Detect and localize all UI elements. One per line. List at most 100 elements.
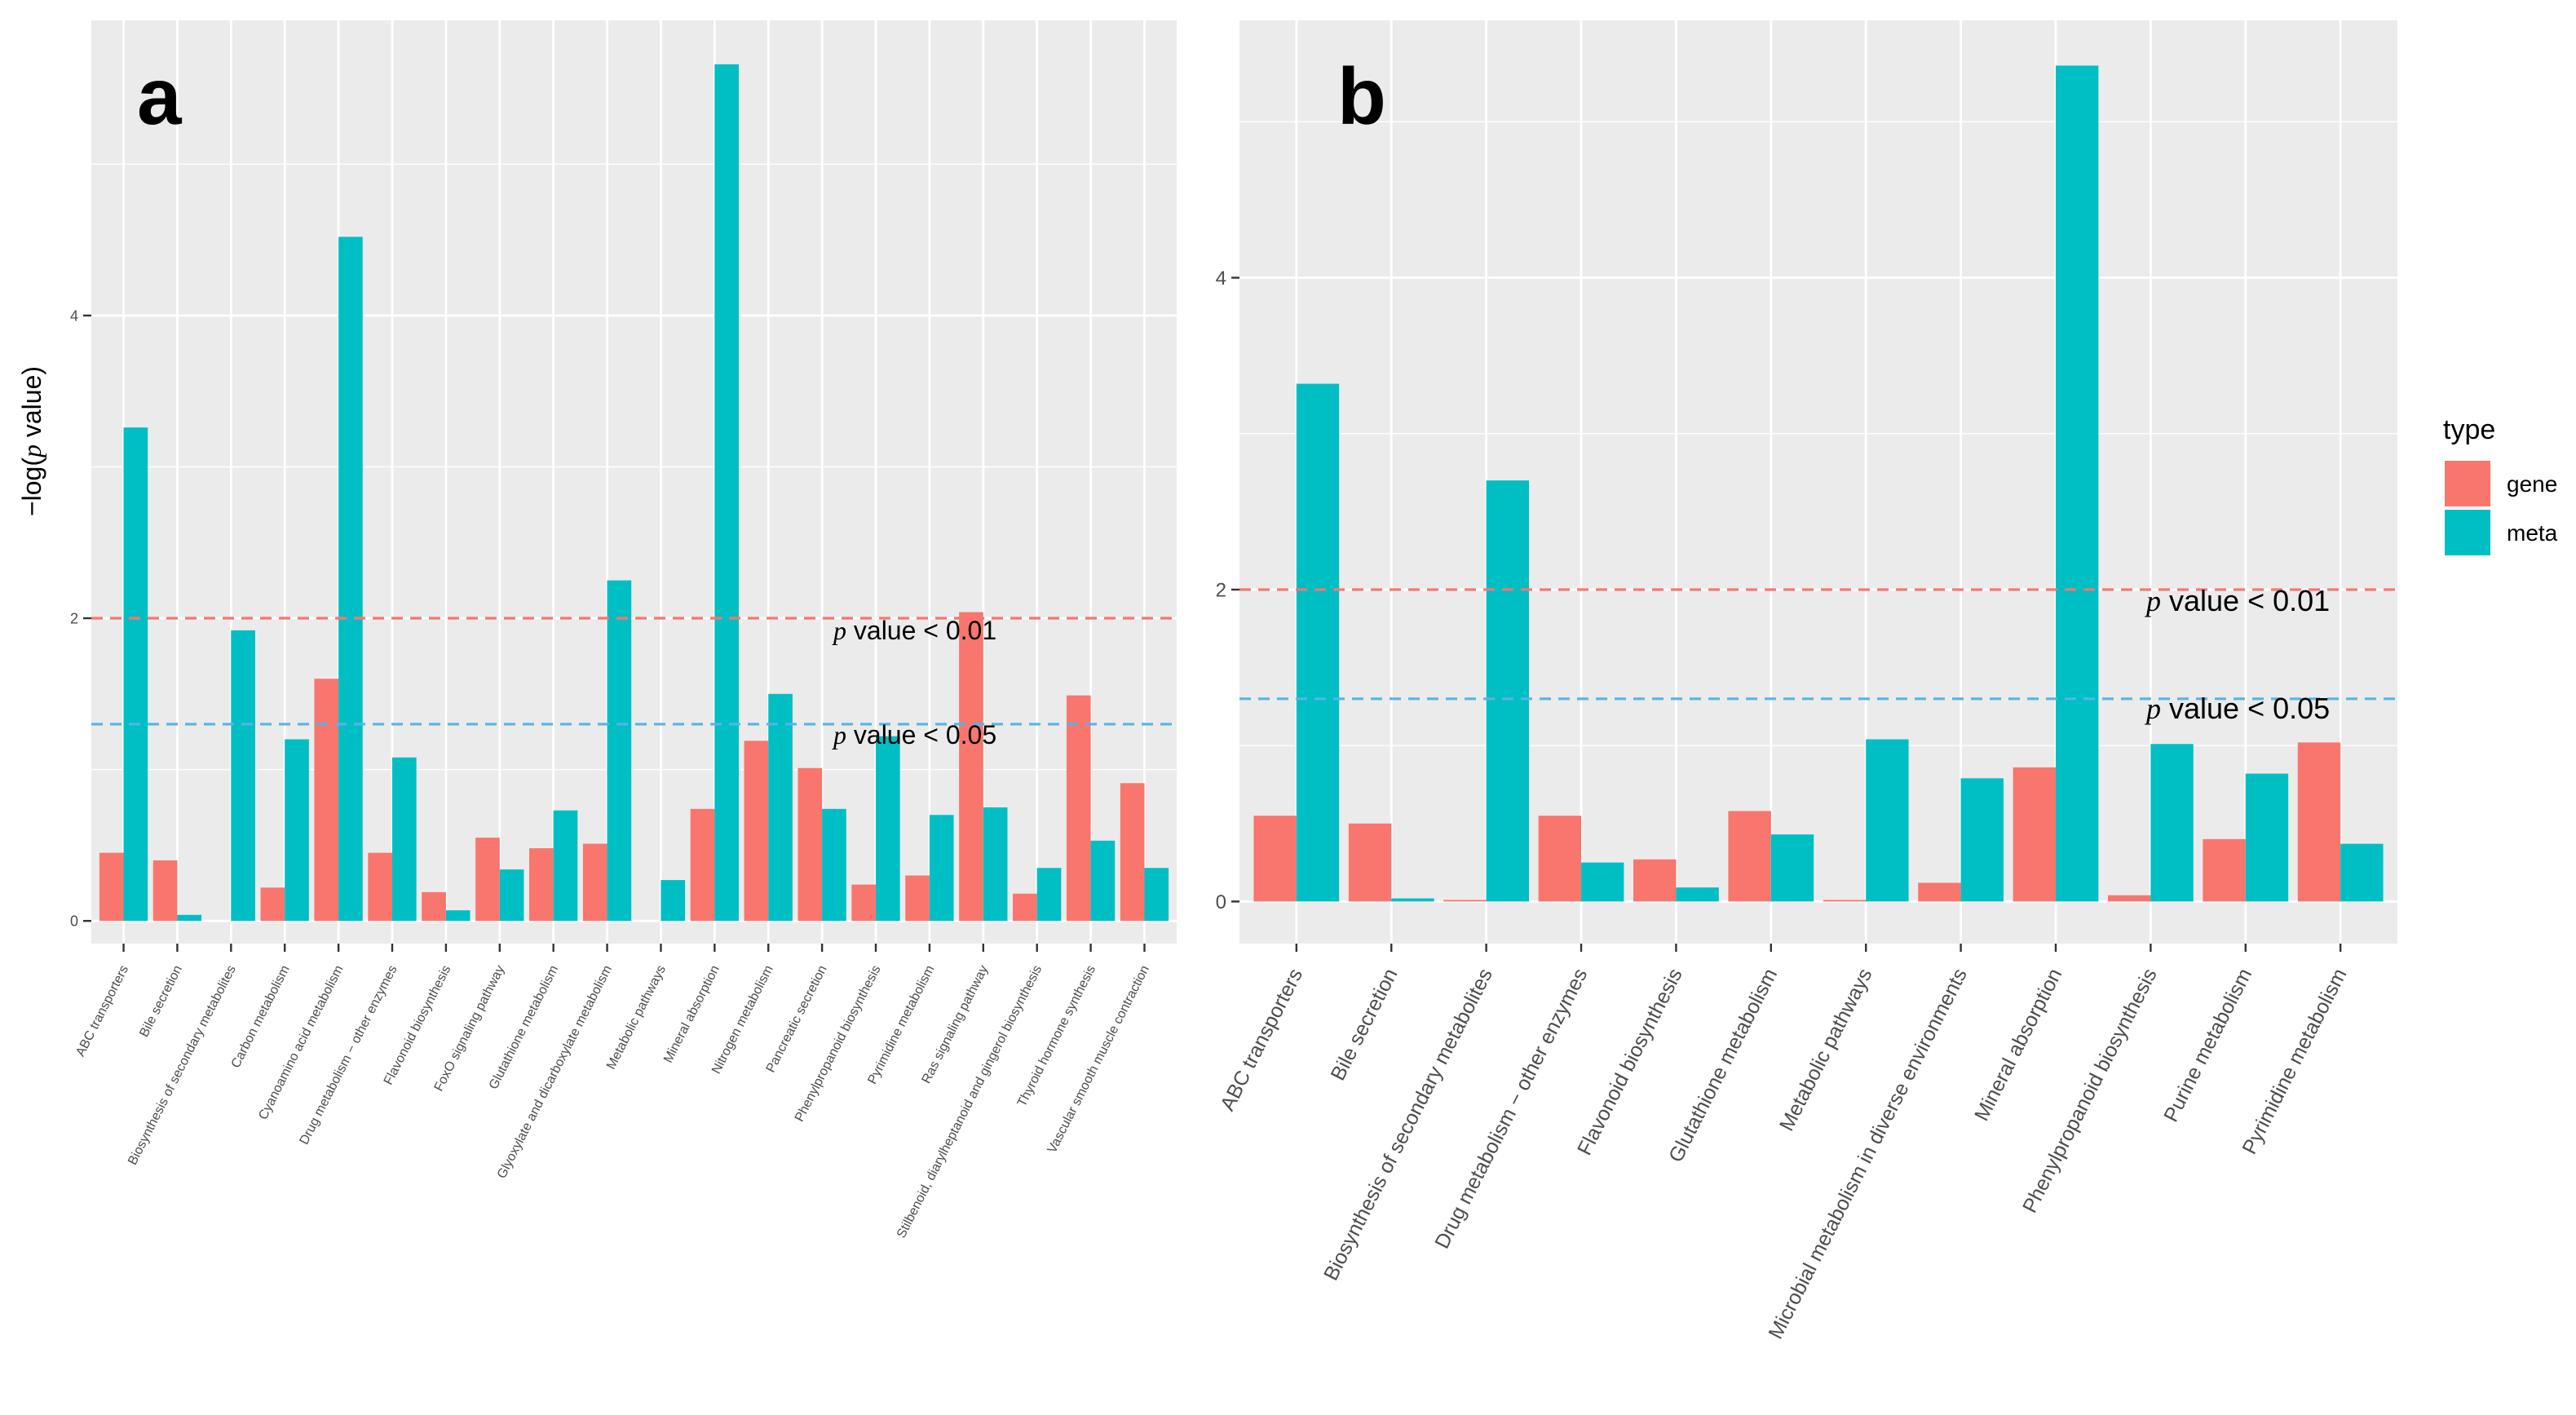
threshold-label: p value < 0.01 bbox=[2144, 584, 2330, 617]
x-tick-label: Metabolic pathways bbox=[604, 963, 669, 1072]
bar-gene bbox=[2297, 742, 2341, 902]
bar-meta bbox=[1296, 383, 1340, 902]
x-tick-label: Microbial metabolism in diverse environm… bbox=[1764, 965, 1972, 1342]
bar-meta bbox=[661, 880, 686, 922]
bar-meta bbox=[1090, 840, 1116, 922]
panel-label: b bbox=[1337, 51, 1386, 141]
bar-meta bbox=[1036, 868, 1062, 922]
bar-gene bbox=[260, 887, 285, 922]
bar-gene bbox=[99, 852, 124, 922]
bar-gene bbox=[582, 843, 608, 922]
bar-meta bbox=[1486, 480, 1529, 902]
bar-gene bbox=[1348, 823, 1392, 902]
x-tick-label: Pyrimidine metabolism bbox=[2238, 965, 2351, 1158]
x-tick-label: Mineral absorption bbox=[1970, 965, 2066, 1125]
bar-gene bbox=[1538, 816, 1582, 902]
panel-label: a bbox=[137, 51, 183, 141]
x-tick-label: ABC transporters bbox=[1216, 965, 1307, 1115]
bar-gene bbox=[152, 860, 178, 922]
bar-gene bbox=[1823, 900, 1867, 902]
bar-meta bbox=[876, 736, 900, 922]
legend-title: type bbox=[2443, 414, 2495, 445]
bar-meta bbox=[2150, 744, 2194, 902]
bar-gene bbox=[1633, 859, 1677, 902]
x-tick-label: Metabolic pathways bbox=[1775, 965, 1877, 1134]
bar-gene bbox=[314, 679, 339, 922]
legend-swatch-meta bbox=[2445, 510, 2490, 555]
bar-gene bbox=[2108, 895, 2151, 902]
x-tick-label: Vascular smooth muscle contraction bbox=[1045, 963, 1152, 1156]
legend-swatch-gene bbox=[2445, 461, 2490, 506]
bar-meta bbox=[2340, 843, 2384, 902]
threshold-label-p: p bbox=[2144, 585, 2161, 617]
threshold-label-text: value < 0.05 bbox=[846, 720, 996, 750]
y-tick-label: 2 bbox=[1216, 580, 1226, 602]
y-tick-label: 0 bbox=[1216, 891, 1226, 913]
bar-meta bbox=[607, 580, 632, 922]
x-tick-label: Bile secretion bbox=[1326, 965, 1402, 1084]
y-tick-label: 2 bbox=[70, 610, 78, 626]
legend: type gene meta bbox=[2443, 414, 2558, 555]
bar-meta bbox=[2245, 773, 2289, 902]
threshold-label-text: value < 0.01 bbox=[846, 616, 996, 645]
threshold-label-p: p bbox=[832, 720, 846, 750]
bar-meta bbox=[2055, 65, 2099, 902]
x-tick-label: Bile secretion bbox=[137, 963, 185, 1039]
x-tick-label: Purine metabolism bbox=[2159, 965, 2256, 1125]
bar-meta bbox=[231, 630, 255, 922]
threshold-label: p value < 0.05 bbox=[832, 720, 996, 750]
bar-meta bbox=[1960, 778, 2004, 902]
y-tick-label: 0 bbox=[70, 913, 78, 930]
threshold-label: p value < 0.01 bbox=[832, 616, 996, 645]
bar-gene bbox=[905, 875, 930, 922]
x-tick-label: Mineral absorption bbox=[661, 963, 722, 1065]
x-tick-label: Glyoxylate and dicarboxylate metabolism bbox=[495, 963, 615, 1181]
bar-gene bbox=[1013, 893, 1037, 922]
threshold-label-p: p bbox=[2144, 692, 2161, 725]
bar-gene bbox=[1443, 900, 1487, 902]
bar-gene bbox=[2203, 838, 2246, 902]
x-tick-label: Carbon metabolism bbox=[229, 963, 293, 1070]
bar-gene bbox=[744, 741, 769, 922]
bar-meta bbox=[1391, 898, 1434, 902]
bar-meta bbox=[553, 810, 578, 922]
bar-gene bbox=[368, 852, 392, 922]
bar-gene bbox=[959, 612, 983, 922]
bar-meta bbox=[1676, 887, 1719, 902]
bar-meta bbox=[391, 757, 417, 922]
bar-meta bbox=[1144, 868, 1169, 922]
bar-gene bbox=[529, 848, 554, 922]
bar-meta bbox=[1866, 739, 1909, 902]
threshold-label-p: p bbox=[832, 616, 846, 645]
x-tick-label: Biosynthesis of secondary metabolites bbox=[1319, 965, 1497, 1285]
bar-gene bbox=[475, 838, 500, 922]
bar-gene bbox=[1120, 783, 1145, 922]
bar-meta bbox=[983, 807, 1008, 922]
x-tick-label: Glutathione metabolism bbox=[1664, 965, 1782, 1166]
threshold-label-text: value < 0.05 bbox=[2161, 692, 2330, 725]
x-tick-label: Pancreatic secretion bbox=[764, 963, 830, 1075]
x-tick-label: Biosynthesis of secondary metabolites bbox=[126, 963, 239, 1167]
bar-gene bbox=[1728, 811, 1771, 902]
x-tick-label: Flavonoid biosynthesis bbox=[1573, 965, 1687, 1159]
bar-meta bbox=[499, 869, 524, 922]
plot-panel-background bbox=[1239, 20, 2397, 944]
bar-gene bbox=[798, 767, 823, 922]
y-tick-label: 4 bbox=[70, 307, 78, 324]
bar-gene bbox=[422, 891, 446, 922]
bar-meta bbox=[1581, 862, 1624, 902]
x-tick-label: Drug metabolism − other enzymes bbox=[298, 963, 400, 1147]
bar-gene bbox=[1918, 882, 1961, 902]
bar-meta bbox=[714, 64, 739, 922]
bar-gene bbox=[851, 884, 877, 922]
y-tick-label: 4 bbox=[1216, 268, 1226, 290]
bar-gene bbox=[690, 808, 715, 922]
bar-gene bbox=[1253, 816, 1297, 902]
bar-gene bbox=[2013, 767, 2056, 902]
bar-meta bbox=[285, 739, 309, 922]
bar-meta bbox=[445, 910, 471, 922]
threshold-label-text: value < 0.01 bbox=[2161, 584, 2330, 617]
bar-gene bbox=[1066, 695, 1091, 922]
